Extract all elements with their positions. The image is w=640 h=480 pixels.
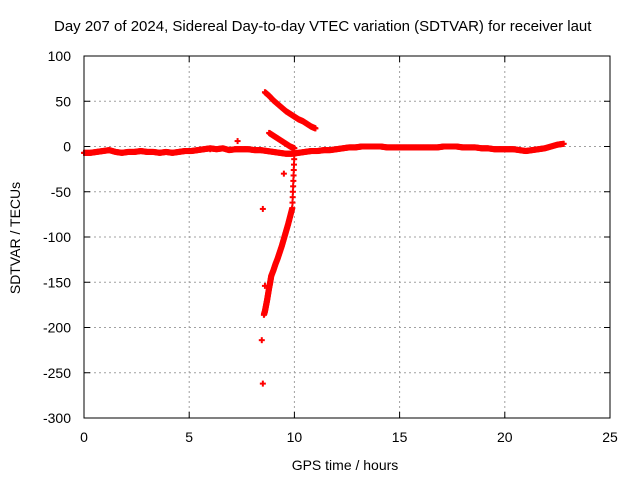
data-point-baseline bbox=[560, 140, 567, 147]
data-point-isolated_points bbox=[280, 170, 287, 177]
data-point-lower_dive bbox=[291, 150, 298, 157]
y-tick-label: -300 bbox=[43, 410, 71, 426]
data-point-lower_dive bbox=[290, 177, 297, 184]
data-point-mid_converge bbox=[291, 145, 298, 152]
data-point-lower_dive bbox=[289, 199, 296, 206]
y-tick-label: -50 bbox=[51, 184, 71, 200]
x-tick-label: 15 bbox=[392, 429, 408, 445]
data-point-isolated_points bbox=[261, 282, 268, 289]
x-axis-label: GPS time / hours bbox=[292, 457, 399, 473]
data-point-lower_dive bbox=[290, 161, 297, 168]
grid-lines bbox=[84, 56, 610, 418]
y-tick-label: 100 bbox=[48, 48, 72, 64]
y-tick-label: -150 bbox=[43, 274, 71, 290]
data-point-lower_dive bbox=[289, 194, 296, 201]
y-tick-label: 0 bbox=[63, 139, 71, 155]
x-tick-label: 5 bbox=[185, 429, 193, 445]
x-tick-label: 10 bbox=[287, 429, 303, 445]
data-point-isolated_points bbox=[258, 337, 265, 344]
data-point-isolated_points bbox=[207, 146, 214, 153]
data-point-lower_dive bbox=[291, 156, 298, 163]
data-point-isolated_points bbox=[259, 205, 266, 212]
y-tick-label: -200 bbox=[43, 320, 71, 336]
data-point-upper_arc bbox=[312, 125, 319, 132]
x-tick-label: 25 bbox=[602, 429, 618, 445]
data-point-lower_dive bbox=[260, 311, 267, 318]
y-tick-labels: 100 50 0 -50 -100 -150 -200 -250 -300 bbox=[43, 48, 71, 426]
data-point-lower_dive bbox=[290, 183, 297, 190]
axis-ticks bbox=[83, 55, 611, 419]
y-axis-label: SDTVAR / TECUs bbox=[7, 182, 23, 294]
data-point-isolated_points bbox=[259, 380, 266, 387]
data-point-lower_dive bbox=[290, 167, 297, 174]
plot-frame bbox=[83, 55, 611, 419]
data-points bbox=[81, 89, 567, 387]
x-tick-label: 20 bbox=[497, 429, 513, 445]
chart-title: Day 207 of 2024, Sidereal Day-to-day VTE… bbox=[54, 18, 592, 35]
y-tick-label: 50 bbox=[55, 93, 71, 109]
data-point-lower_dive bbox=[290, 172, 297, 179]
data-point-lower_dive bbox=[289, 188, 296, 195]
data-point-isolated_points bbox=[234, 138, 241, 145]
y-tick-label: -250 bbox=[43, 365, 71, 381]
x-tick-labels: 0 5 10 15 20 25 bbox=[80, 429, 618, 445]
y-tick-label: -100 bbox=[43, 229, 71, 245]
x-tick-label: 0 bbox=[80, 429, 88, 445]
